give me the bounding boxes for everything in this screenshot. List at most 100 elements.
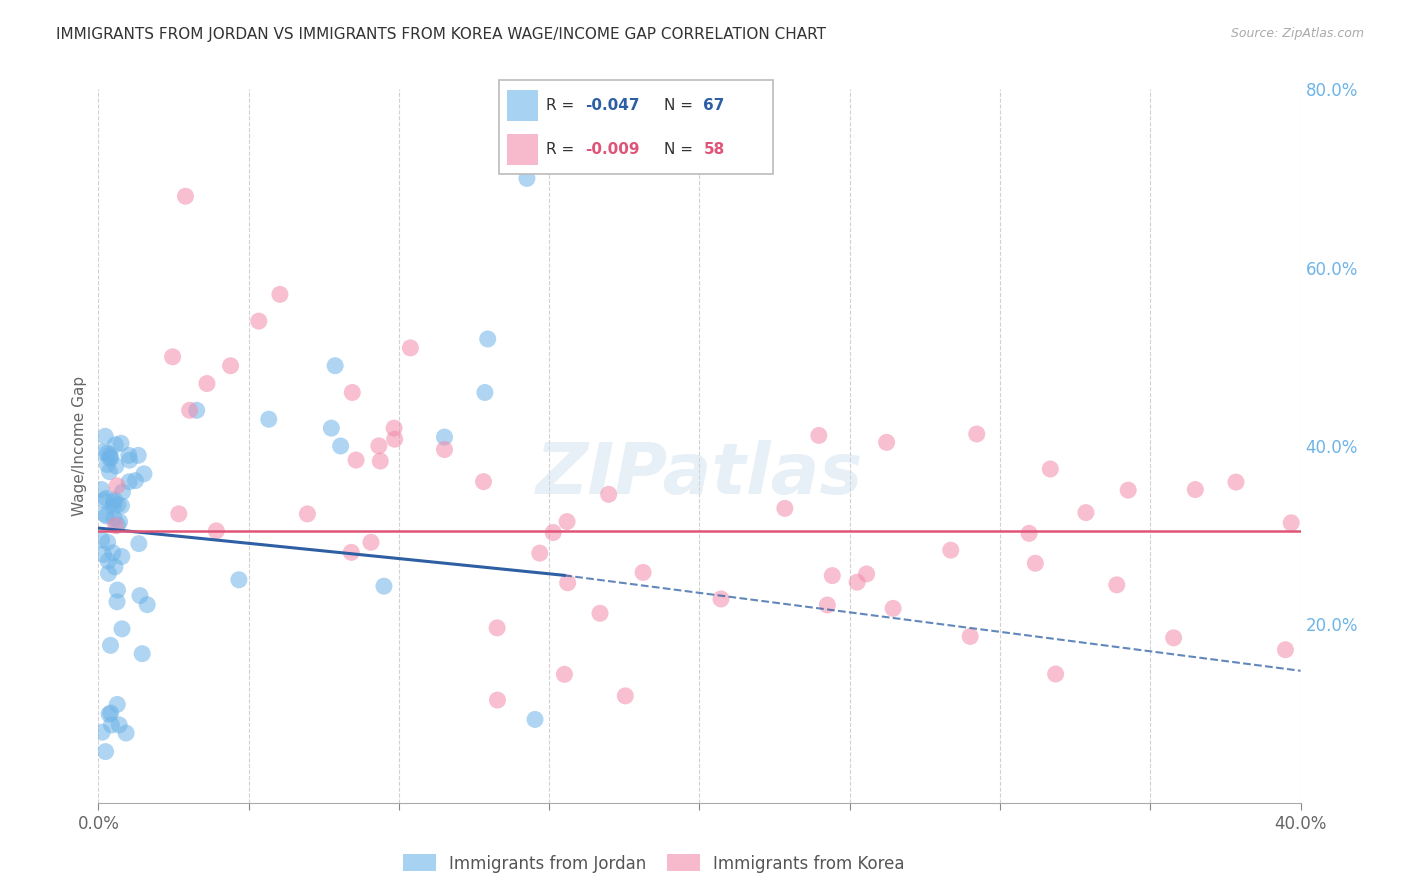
Point	[855, 566, 877, 581]
Point	[110, 436, 132, 450]
Point	[98, 448, 121, 462]
Point	[100, 639, 122, 653]
Point	[773, 501, 796, 516]
Point	[96, 446, 118, 460]
Point	[219, 359, 242, 373]
Point	[107, 518, 129, 533]
Point	[882, 601, 904, 615]
Point	[939, 543, 962, 558]
Point	[297, 507, 319, 521]
Point	[179, 403, 201, 417]
Point	[524, 713, 547, 727]
Y-axis label: Wage/Income Gap: Wage/Income Gap	[72, 376, 87, 516]
Point	[98, 451, 121, 466]
Point	[589, 607, 612, 621]
Point	[127, 448, 149, 462]
Point	[614, 689, 637, 703]
Point	[124, 474, 146, 488]
Point	[367, 439, 389, 453]
Point	[100, 718, 122, 732]
Point	[846, 575, 869, 590]
Point	[100, 706, 122, 720]
Point	[105, 595, 128, 609]
Point	[541, 525, 564, 540]
Point	[360, 535, 382, 549]
Point	[342, 385, 364, 400]
Point	[107, 498, 129, 512]
Point	[104, 438, 127, 452]
Point	[93, 548, 115, 562]
Point	[433, 430, 456, 444]
Point	[118, 475, 141, 489]
Point	[553, 667, 575, 681]
Text: N =: N =	[664, 97, 697, 112]
Point	[97, 554, 120, 568]
Point	[477, 332, 499, 346]
Point	[205, 524, 228, 538]
Point	[103, 511, 125, 525]
Point	[100, 450, 122, 465]
Point	[382, 421, 405, 435]
Point	[959, 629, 981, 643]
Point	[128, 536, 150, 550]
Point	[710, 591, 733, 606]
Point	[101, 546, 124, 560]
Point	[103, 500, 125, 514]
Point	[1105, 578, 1128, 592]
Point	[186, 403, 208, 417]
Point	[118, 453, 141, 467]
Point	[329, 439, 352, 453]
Text: N =: N =	[664, 142, 697, 157]
Point	[257, 412, 280, 426]
Point	[1116, 483, 1139, 498]
Point	[1018, 526, 1040, 541]
Point	[1024, 556, 1046, 570]
Point	[94, 745, 117, 759]
Point	[103, 493, 125, 508]
Point	[96, 508, 118, 523]
Point	[90, 483, 112, 497]
Point	[269, 287, 291, 301]
Point	[344, 453, 367, 467]
Point	[96, 491, 118, 506]
Point	[399, 341, 422, 355]
Point	[107, 582, 129, 597]
FancyBboxPatch shape	[499, 80, 773, 174]
Point	[105, 479, 128, 493]
Text: R =: R =	[546, 97, 579, 112]
Point	[97, 535, 120, 549]
Point	[1225, 475, 1247, 489]
Point	[111, 622, 134, 636]
Point	[167, 507, 190, 521]
Point	[118, 449, 141, 463]
Point	[486, 693, 509, 707]
Point	[474, 385, 496, 400]
Point	[321, 421, 343, 435]
Point	[631, 566, 654, 580]
Point	[1163, 631, 1185, 645]
Point	[433, 442, 456, 457]
Point	[131, 647, 153, 661]
Point	[91, 725, 114, 739]
Point	[97, 566, 120, 581]
Point	[103, 495, 125, 509]
Point	[815, 598, 838, 612]
Point	[108, 515, 131, 529]
Bar	[508, 89, 537, 120]
Point	[115, 726, 138, 740]
Point	[1274, 642, 1296, 657]
Point	[104, 518, 127, 533]
Point	[966, 427, 988, 442]
Point	[529, 546, 551, 560]
Text: Source: ZipAtlas.com: Source: ZipAtlas.com	[1230, 27, 1364, 40]
Point	[486, 621, 509, 635]
Bar	[508, 134, 537, 164]
Text: -0.009: -0.009	[585, 142, 640, 157]
Point	[195, 376, 218, 391]
Point	[110, 499, 132, 513]
Point	[174, 189, 197, 203]
Text: R =: R =	[546, 142, 579, 157]
Point	[516, 171, 538, 186]
Point	[129, 589, 152, 603]
Point	[132, 467, 155, 481]
